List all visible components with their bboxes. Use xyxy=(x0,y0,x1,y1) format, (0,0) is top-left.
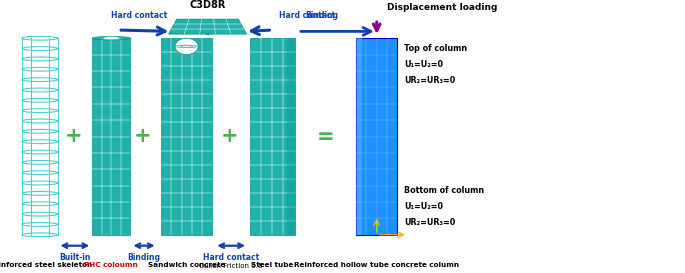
Text: +: + xyxy=(221,126,238,147)
Polygon shape xyxy=(169,19,247,34)
Text: UR₂=UR₃=0: UR₂=UR₃=0 xyxy=(404,218,456,227)
Ellipse shape xyxy=(103,37,121,40)
Text: Built-in: Built-in xyxy=(59,253,90,262)
Text: Sandwich concrete: Sandwich concrete xyxy=(148,262,225,268)
Ellipse shape xyxy=(92,37,130,40)
Bar xyxy=(356,38,362,235)
Text: Hard contact: Hard contact xyxy=(279,11,336,20)
Text: Displacement loading: Displacement loading xyxy=(387,3,497,12)
Ellipse shape xyxy=(175,38,198,55)
Text: UR₂=UR₃=0: UR₂=UR₃=0 xyxy=(404,76,456,85)
Text: Top of column: Top of column xyxy=(404,44,467,53)
Text: Bottom of column: Bottom of column xyxy=(404,186,484,195)
Text: Binding: Binding xyxy=(127,253,160,262)
Text: Hard contact: Hard contact xyxy=(110,11,167,20)
Text: =: = xyxy=(316,126,334,147)
Text: Hard contact: Hard contact xyxy=(203,253,260,262)
Text: PHC coloumn: PHC coloumn xyxy=(84,262,138,268)
Text: U₁=U₂=0: U₁=U₂=0 xyxy=(404,60,443,69)
Text: Reinforced hollow tube concrete column: Reinforced hollow tube concrete column xyxy=(294,262,460,268)
Bar xyxy=(161,38,212,235)
Text: U₁=U₂=0: U₁=U₂=0 xyxy=(404,202,443,211)
Bar xyxy=(356,38,397,235)
Text: Reinforced steel skeleton: Reinforced steel skeleton xyxy=(0,262,92,268)
Text: Steel tube: Steel tube xyxy=(251,262,293,268)
Text: Binding: Binding xyxy=(305,11,338,20)
Text: +: + xyxy=(134,126,151,147)
Text: C3D8R: C3D8R xyxy=(189,0,226,10)
Bar xyxy=(92,38,130,235)
Text: +: + xyxy=(65,126,83,147)
Text: Cullen Friction 0.6: Cullen Friction 0.6 xyxy=(199,263,263,269)
Bar xyxy=(250,38,295,235)
Bar xyxy=(286,38,295,235)
